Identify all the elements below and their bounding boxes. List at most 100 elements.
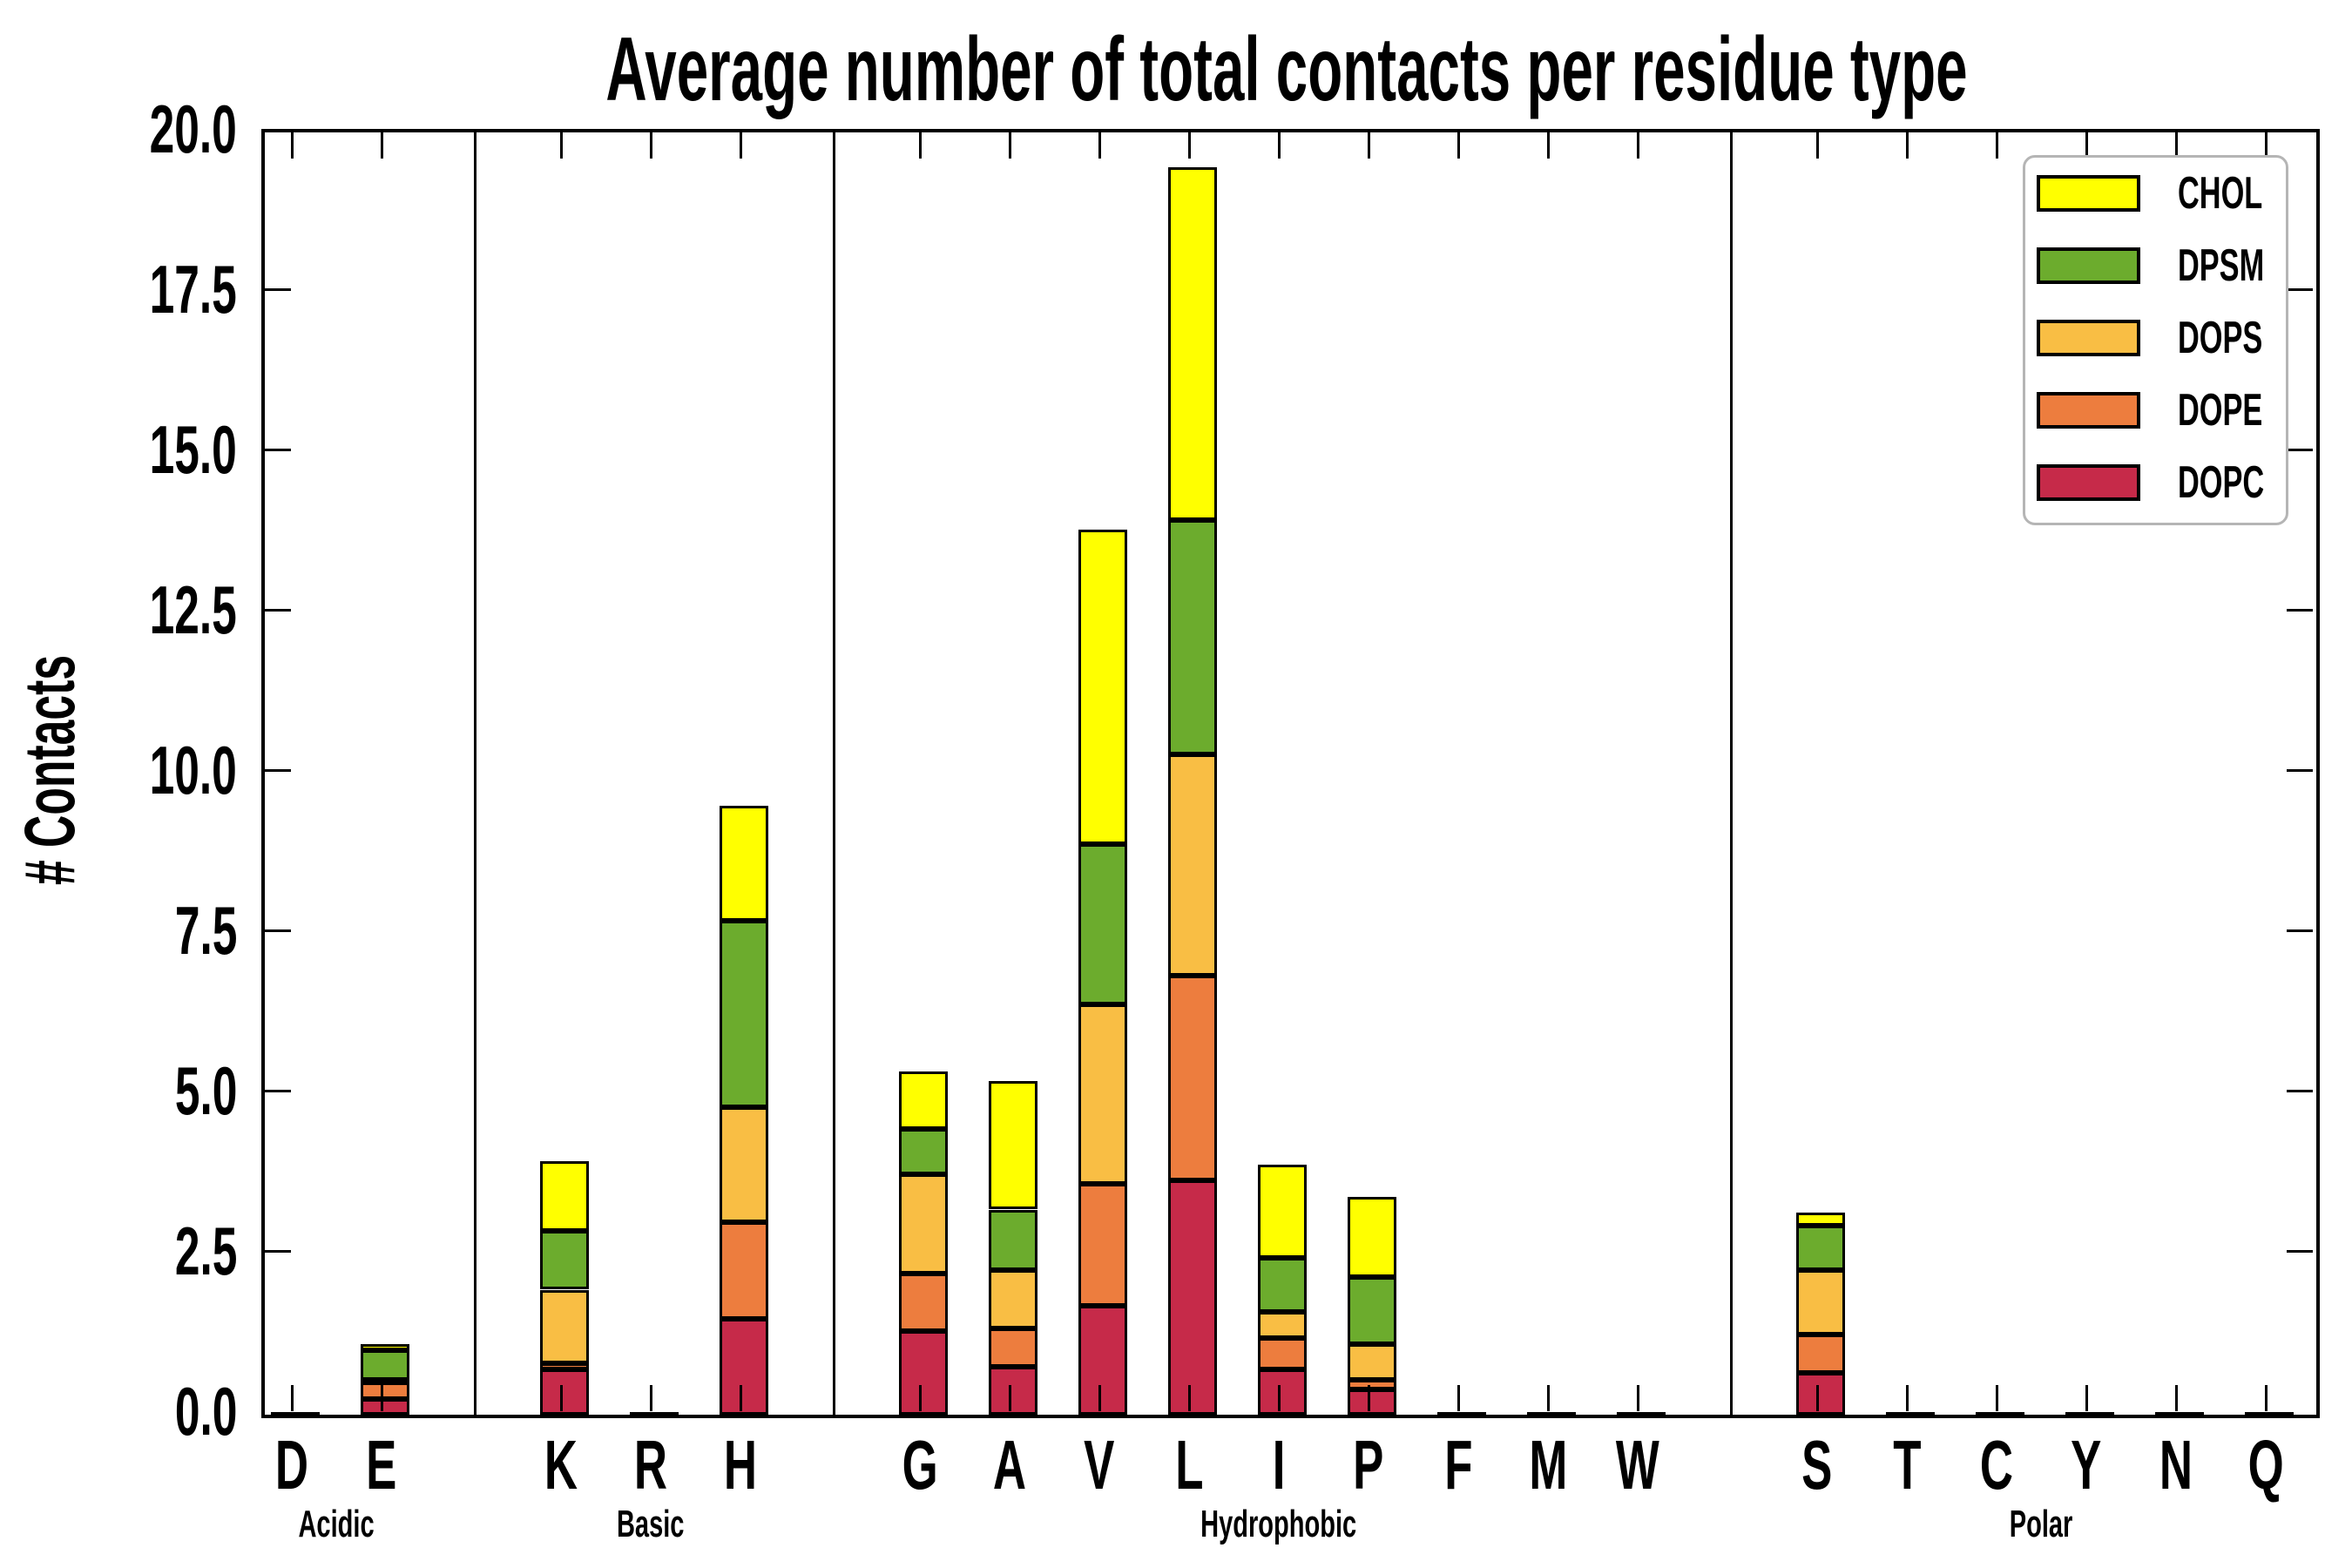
chart-title: Average number of total contacts per res… — [605, 19, 1968, 120]
x-tick-label-Y: Y — [2025, 1430, 2147, 1500]
x-tick-label-text: T — [1892, 1426, 1922, 1504]
y-tick-label-text: 5.0 — [174, 1052, 237, 1129]
y-tick-left — [265, 448, 291, 451]
y-tick-right — [2287, 929, 2313, 932]
x-tick-bottom — [1636, 1385, 1639, 1411]
bar-S-segment-DPSM — [1796, 1225, 1845, 1271]
x-tick-bottom — [2264, 1385, 2268, 1411]
x-tick-label-text: N — [2159, 1426, 2193, 1504]
x-tick-bottom — [1277, 1385, 1281, 1411]
x-tick-top — [1098, 132, 1101, 159]
legend-swatch-dopc — [2037, 464, 2140, 501]
x-tick-label-M: M — [1487, 1430, 1609, 1500]
x-tick-top — [739, 132, 742, 159]
legend-swatch-chol — [2037, 175, 2140, 212]
group-label-text: Acidic — [298, 1503, 375, 1545]
bar-G-segment-DOPC — [899, 1331, 948, 1415]
y-tick-right — [2287, 768, 2313, 772]
bar-V-segment-DOPE — [1078, 1184, 1127, 1306]
bar-G-segment-CHOL — [899, 1071, 948, 1130]
legend-label-dpsm: DPSM — [2178, 243, 2308, 288]
x-tick-top — [1008, 132, 1011, 159]
x-tick-bottom — [559, 1385, 563, 1411]
y-tick-left — [265, 608, 291, 612]
group-separator-line — [1729, 132, 1733, 1415]
x-tick-top — [1905, 132, 1909, 159]
bar-I-segment-DOPC — [1258, 1369, 1307, 1415]
x-tick-label-text: K — [544, 1426, 578, 1504]
y-tick-right — [2287, 1089, 2313, 1092]
x-tick-bottom — [1367, 1385, 1370, 1411]
y-tick-label-text: 0.0 — [174, 1373, 237, 1450]
y-tick-right — [2287, 287, 2313, 291]
y-tick-left — [265, 287, 291, 291]
x-tick-bottom — [1815, 1385, 1819, 1411]
legend-label-chol: CHOL — [2178, 171, 2306, 216]
x-tick-bottom — [739, 1385, 742, 1411]
group-label-Basic: Basic — [468, 1505, 834, 1544]
legend-swatch-dops — [2037, 320, 2140, 356]
x-tick-label-text: D — [274, 1426, 309, 1504]
y-tick-left — [265, 929, 291, 932]
y-tick-label-2.5: 2.5 — [0, 1217, 237, 1285]
x-tick-label-Q: Q — [2205, 1430, 2327, 1500]
bar-P-segment-DOPS — [1348, 1344, 1396, 1380]
bar-H-segment-DOPS — [720, 1106, 768, 1223]
x-tick-label-S: S — [1756, 1430, 1878, 1500]
bar-G-segment-DPSM — [899, 1129, 948, 1174]
x-tick-label-T: T — [1846, 1430, 1968, 1500]
bar-L-segment-DOPC — [1168, 1180, 1217, 1415]
x-tick-bottom — [1098, 1385, 1101, 1411]
x-tick-label-text: V — [1084, 1426, 1115, 1504]
bar-D-sliver — [271, 1412, 320, 1415]
x-tick-label-text: F — [1443, 1426, 1473, 1504]
bar-I-segment-DPSM — [1258, 1257, 1307, 1313]
bar-G-segment-DOPE — [899, 1274, 948, 1332]
y-tick-label-text: 10.0 — [149, 732, 237, 808]
x-tick-label-R: R — [590, 1430, 712, 1500]
group-separator-line — [832, 132, 835, 1415]
group-label-Acidic: Acidic — [154, 1505, 520, 1544]
x-tick-label-V: V — [1038, 1430, 1160, 1500]
legend: CHOL DPSM DOPS DOPE DOPC — [2023, 155, 2288, 525]
x-tick-top — [1187, 132, 1191, 159]
x-tick-label-text: Q — [2247, 1426, 2284, 1504]
y-tick-right — [2287, 608, 2313, 612]
bar-R-sliver — [630, 1412, 679, 1415]
legend-label-text: DOPS — [2178, 313, 2263, 363]
x-tick-label-text: W — [1616, 1426, 1659, 1504]
x-tick-label-D: D — [231, 1430, 353, 1500]
x-tick-bottom — [380, 1385, 383, 1411]
x-tick-bottom — [2174, 1385, 2178, 1411]
x-tick-label-I: I — [1218, 1430, 1340, 1500]
bar-E-segment-DPSM — [361, 1350, 409, 1380]
bar-K-segment-DOPC — [540, 1369, 589, 1415]
group-label-text: Polar — [2010, 1503, 2073, 1545]
x-tick-label-text: M — [1529, 1426, 1567, 1504]
bar-K-segment-CHOL — [540, 1161, 589, 1231]
x-tick-label-text: R — [633, 1426, 668, 1504]
legend-label-text: DOPC — [2178, 457, 2265, 508]
bar-I-segment-CHOL — [1258, 1164, 1307, 1258]
x-tick-bottom — [918, 1385, 922, 1411]
group-separator-line — [473, 132, 476, 1415]
x-tick-bottom — [1456, 1385, 1460, 1411]
bar-P-segment-DPSM — [1348, 1276, 1396, 1345]
bar-S-segment-CHOL — [1796, 1213, 1845, 1226]
x-tick-top — [649, 132, 652, 159]
x-tick-top — [380, 132, 383, 159]
x-tick-bottom — [1905, 1385, 1909, 1411]
bar-V-segment-DPSM — [1078, 843, 1127, 1004]
x-tick-bottom — [1995, 1385, 1998, 1411]
bar-W-sliver — [1617, 1412, 1666, 1415]
bar-G-segment-DOPS — [899, 1174, 948, 1274]
x-tick-label-W: W — [1577, 1430, 1699, 1500]
x-tick-label-H: H — [679, 1430, 801, 1500]
x-tick-top — [1815, 132, 1819, 159]
x-tick-label-F: F — [1397, 1430, 1519, 1500]
x-tick-bottom — [1546, 1385, 1550, 1411]
legend-label-dope: DOPE — [2178, 388, 2306, 433]
bar-L-segment-DOPS — [1168, 754, 1217, 976]
bar-F-sliver — [1437, 1412, 1486, 1415]
legend-swatch-dope — [2037, 392, 2140, 429]
